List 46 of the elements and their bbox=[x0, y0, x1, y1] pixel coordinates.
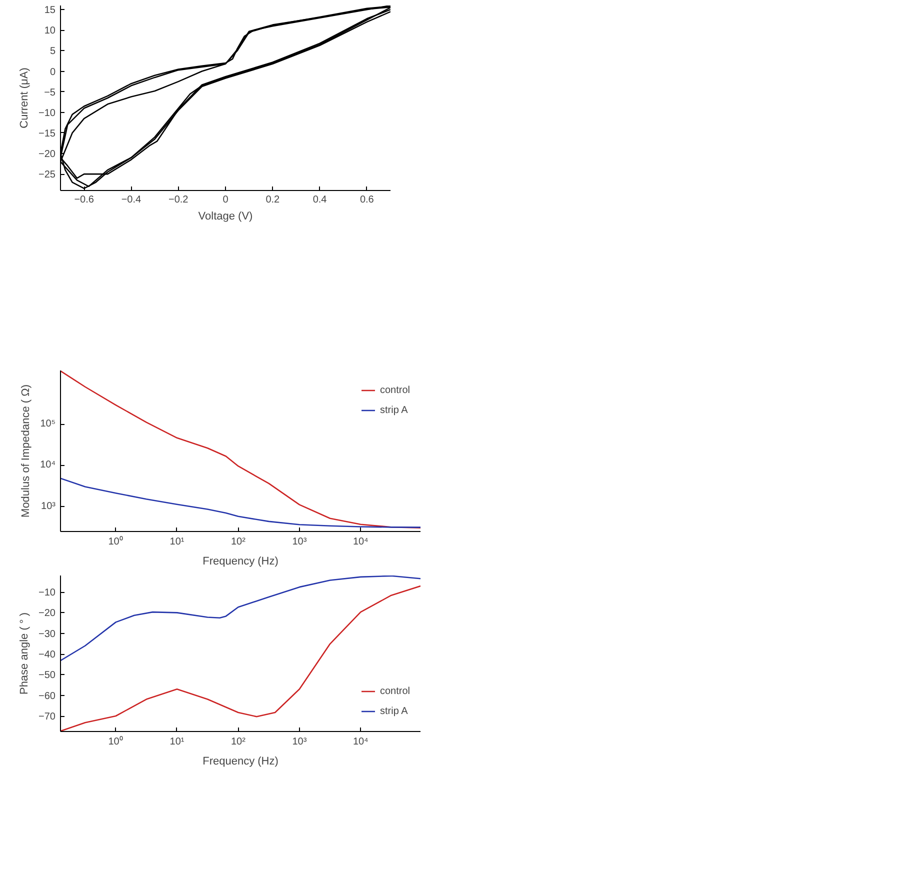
y-tick-label: 0 bbox=[50, 66, 56, 78]
x-tick-label: 10³ bbox=[292, 736, 308, 748]
y-tick-label: −30 bbox=[38, 628, 56, 640]
y-tick-label: −50 bbox=[38, 670, 56, 682]
x-tick-label: 10⁰ bbox=[108, 536, 124, 548]
y-tick-label: −60 bbox=[38, 690, 56, 702]
x-tick-label: 10² bbox=[230, 736, 246, 748]
y-axis-title: Current (μA) bbox=[18, 68, 31, 128]
x-tick-label: 10³ bbox=[292, 536, 308, 548]
y-tick-label: 10 bbox=[44, 26, 56, 37]
y-tick-label: 15 bbox=[44, 5, 56, 16]
y-tick-label: −10 bbox=[38, 108, 56, 119]
y-tick-label: −10 bbox=[38, 588, 56, 599]
y-axis-title: Modulus of Impedance ( Ω) bbox=[20, 384, 32, 518]
y-tick-label: 10³ bbox=[41, 500, 56, 512]
legend-label: strip A bbox=[380, 404, 408, 416]
y-axis-title: Phase angle ( ° ) bbox=[18, 612, 31, 695]
x-axis-title: Frequency (Hz) bbox=[202, 556, 278, 568]
y-tick-label: −70 bbox=[38, 712, 56, 723]
x-tick-label: 10¹ bbox=[170, 736, 185, 748]
x-tick-label: 10² bbox=[230, 536, 246, 548]
y-tick-label: −5 bbox=[44, 87, 56, 98]
y-tick-label: −40 bbox=[38, 650, 56, 661]
x-axis-title: Frequency (Hz) bbox=[202, 756, 278, 768]
y-tick-label: −15 bbox=[38, 128, 56, 140]
legend-label: control bbox=[380, 686, 410, 696]
legend-label: control bbox=[380, 384, 410, 396]
x-tick-label: 10¹ bbox=[170, 536, 185, 548]
x-tick-label: 0 bbox=[222, 194, 229, 206]
y-tick-label: −25 bbox=[38, 170, 56, 181]
x-tick-label: 10⁴ bbox=[352, 536, 368, 548]
x-tick-label: −0.2 bbox=[168, 194, 189, 206]
x-tick-label: −0.6 bbox=[74, 194, 94, 206]
x-tick-label: 0.2 bbox=[266, 194, 280, 206]
y-tick-label: 5 bbox=[50, 46, 56, 58]
y-tick-label: −20 bbox=[38, 608, 56, 620]
x-tick-label: 0.4 bbox=[312, 194, 328, 206]
y-tick-label: 10⁴ bbox=[40, 460, 56, 471]
x-axis-title: Voltage (V) bbox=[198, 210, 253, 222]
x-tick-label: 10⁰ bbox=[108, 736, 124, 748]
x-tick-label: −0.4 bbox=[121, 194, 142, 206]
x-tick-label: 0.6 bbox=[360, 194, 374, 206]
y-tick-label: 10⁵ bbox=[40, 418, 56, 430]
legend-label: strip A bbox=[380, 706, 408, 716]
y-tick-label: −20 bbox=[38, 149, 56, 160]
x-tick-label: 10⁴ bbox=[352, 736, 368, 748]
